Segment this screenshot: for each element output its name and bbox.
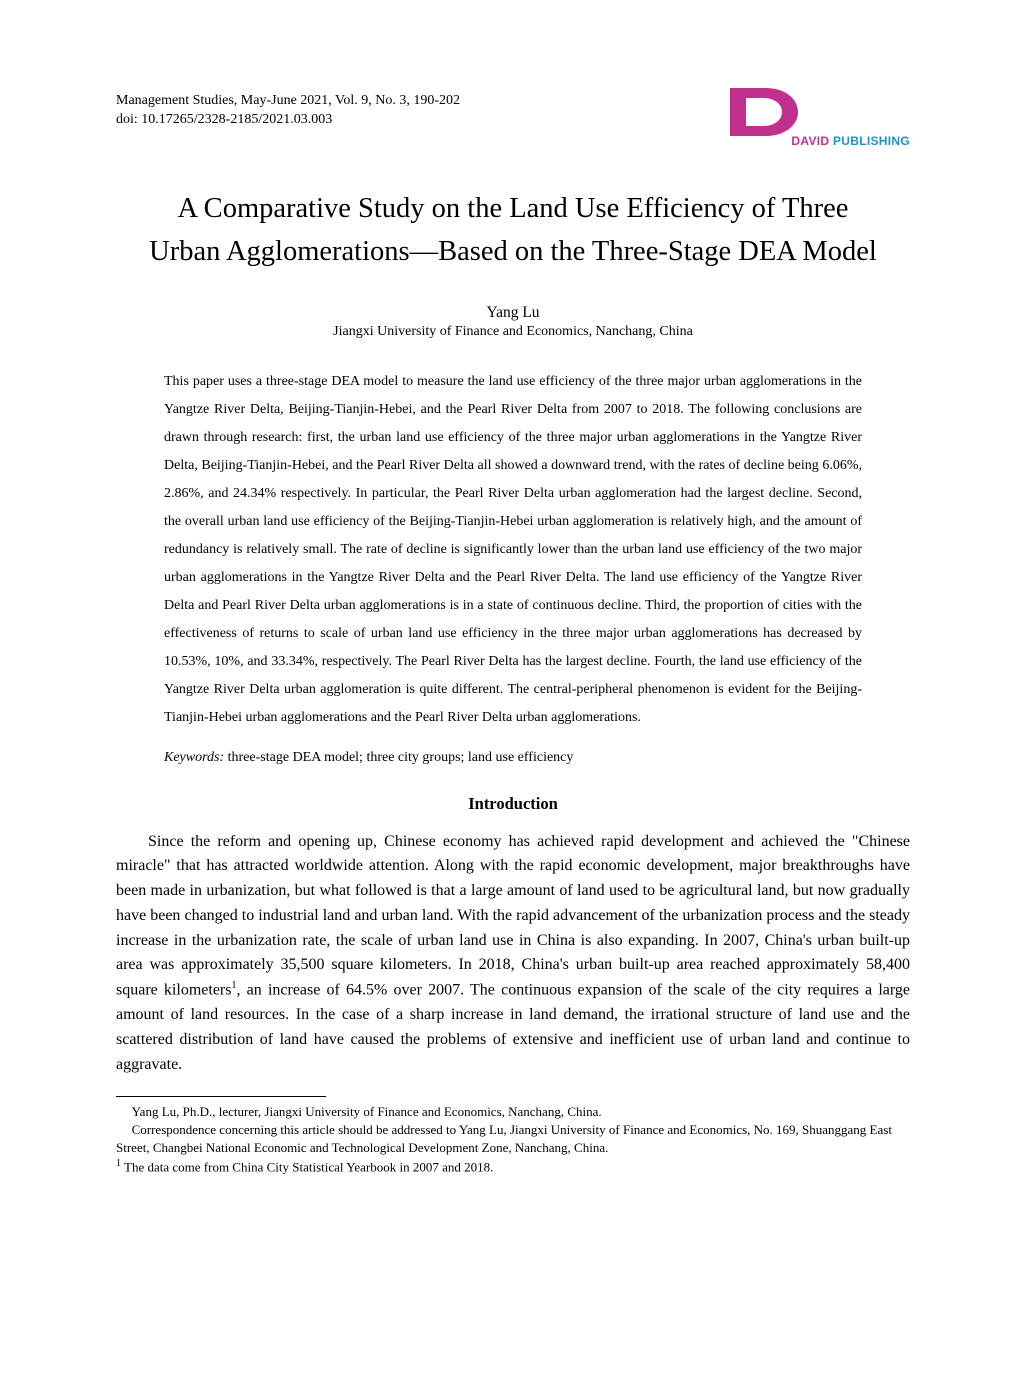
footnote-author: Yang Lu, Ph.D., lecturer, Jiangxi Univer…: [116, 1103, 910, 1121]
journal-line: Management Studies, May-June 2021, Vol. …: [116, 92, 460, 111]
logo-brand-secondary: PUBLISHING: [829, 134, 910, 148]
logo-text: DAVID PUBLISHING: [791, 134, 910, 148]
keywords-line: Keywords: three-stage DEA model; three c…: [164, 750, 862, 766]
title-line-1: A Comparative Study on the Land Use Effi…: [178, 193, 849, 224]
footnote-rule: [116, 1096, 326, 1097]
abstract: This paper uses a three-stage DEA model …: [164, 368, 862, 732]
footnotes: Yang Lu, Ph.D., lecturer, Jiangxi Univer…: [116, 1103, 910, 1177]
intro-text-after-fn: , an increase of 64.5% over 2007. The co…: [116, 982, 910, 1073]
logo-d-icon: [722, 84, 808, 140]
author-name: Yang Lu: [116, 304, 910, 322]
header-meta: Management Studies, May-June 2021, Vol. …: [116, 92, 460, 154]
footnote-1: 1 The data come from China City Statisti…: [116, 1157, 910, 1176]
doi-line: doi: 10.17265/2328-2185/2021.03.003: [116, 111, 460, 130]
intro-paragraph: Since the reform and opening up, Chinese…: [116, 830, 910, 1078]
page: Management Studies, May-June 2021, Vol. …: [0, 0, 1020, 1227]
intro-text-before-fn: Since the reform and opening up, Chinese…: [116, 833, 910, 999]
section-heading-introduction: Introduction: [116, 794, 910, 814]
article-title: A Comparative Study on the Land Use Effi…: [116, 188, 910, 274]
footnote-correspondence: Correspondence concerning this article s…: [116, 1121, 910, 1156]
keywords-text: three-stage DEA model; three city groups…: [224, 750, 573, 765]
page-header: Management Studies, May-June 2021, Vol. …: [116, 92, 910, 154]
keywords-label: Keywords:: [164, 750, 224, 765]
author-affiliation: Jiangxi University of Finance and Econom…: [116, 324, 910, 340]
title-line-2: Urban Agglomerations—Based on the Three-…: [149, 236, 877, 267]
footnote-1-text: The data come from China City Statistica…: [121, 1160, 493, 1175]
logo-brand-primary: DAVID: [791, 134, 829, 148]
publisher-logo: DAVID PUBLISHING: [710, 92, 910, 154]
